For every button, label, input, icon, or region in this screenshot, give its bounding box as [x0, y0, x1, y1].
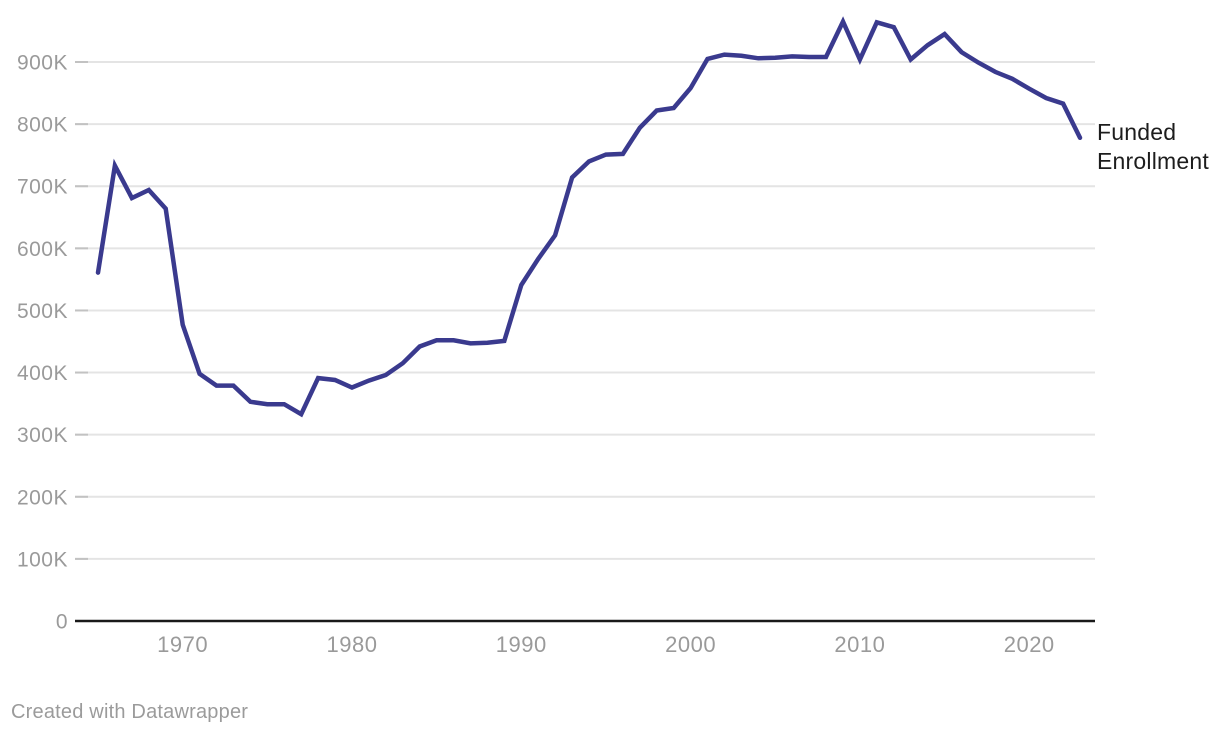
enrollment-line-chart: 0 100K 200K 300K 400K 500K 600K 700K 800K 900K 197…	[17, 16, 1095, 657]
y-tick-label: 500K	[17, 300, 68, 323]
y-tick-label: 400K	[17, 362, 68, 385]
y-tick-label: 100K	[17, 548, 68, 571]
x-tick-label: 1970	[157, 632, 208, 657]
x-tick-label: 2020	[1004, 632, 1055, 657]
y-tick-label: 800K	[17, 114, 68, 137]
y-tick-label: 300K	[17, 424, 68, 447]
x-tick-label: 1980	[326, 632, 377, 657]
y-tick-label: 0	[56, 611, 68, 634]
x-tick-label: 2000	[665, 632, 716, 657]
datawrapper-credit: Created with Datawrapper	[11, 701, 249, 723]
series-label: Funded Enrollment	[1097, 119, 1209, 174]
funded-enrollment-line	[95, 16, 1083, 418]
y-tick-label: 600K	[17, 238, 68, 261]
y-tick-label: 200K	[17, 486, 68, 509]
y-tick-label: 700K	[17, 176, 68, 199]
y-tick-label: 900K	[17, 52, 68, 75]
x-tick-label: 2010	[834, 632, 885, 657]
x-tick-label: 1990	[496, 632, 547, 657]
